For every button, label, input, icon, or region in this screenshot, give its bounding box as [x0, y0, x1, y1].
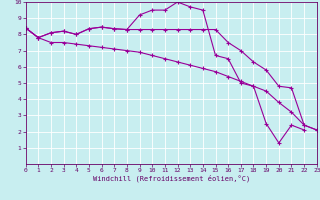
X-axis label: Windchill (Refroidissement éolien,°C): Windchill (Refroidissement éolien,°C) — [92, 175, 250, 182]
